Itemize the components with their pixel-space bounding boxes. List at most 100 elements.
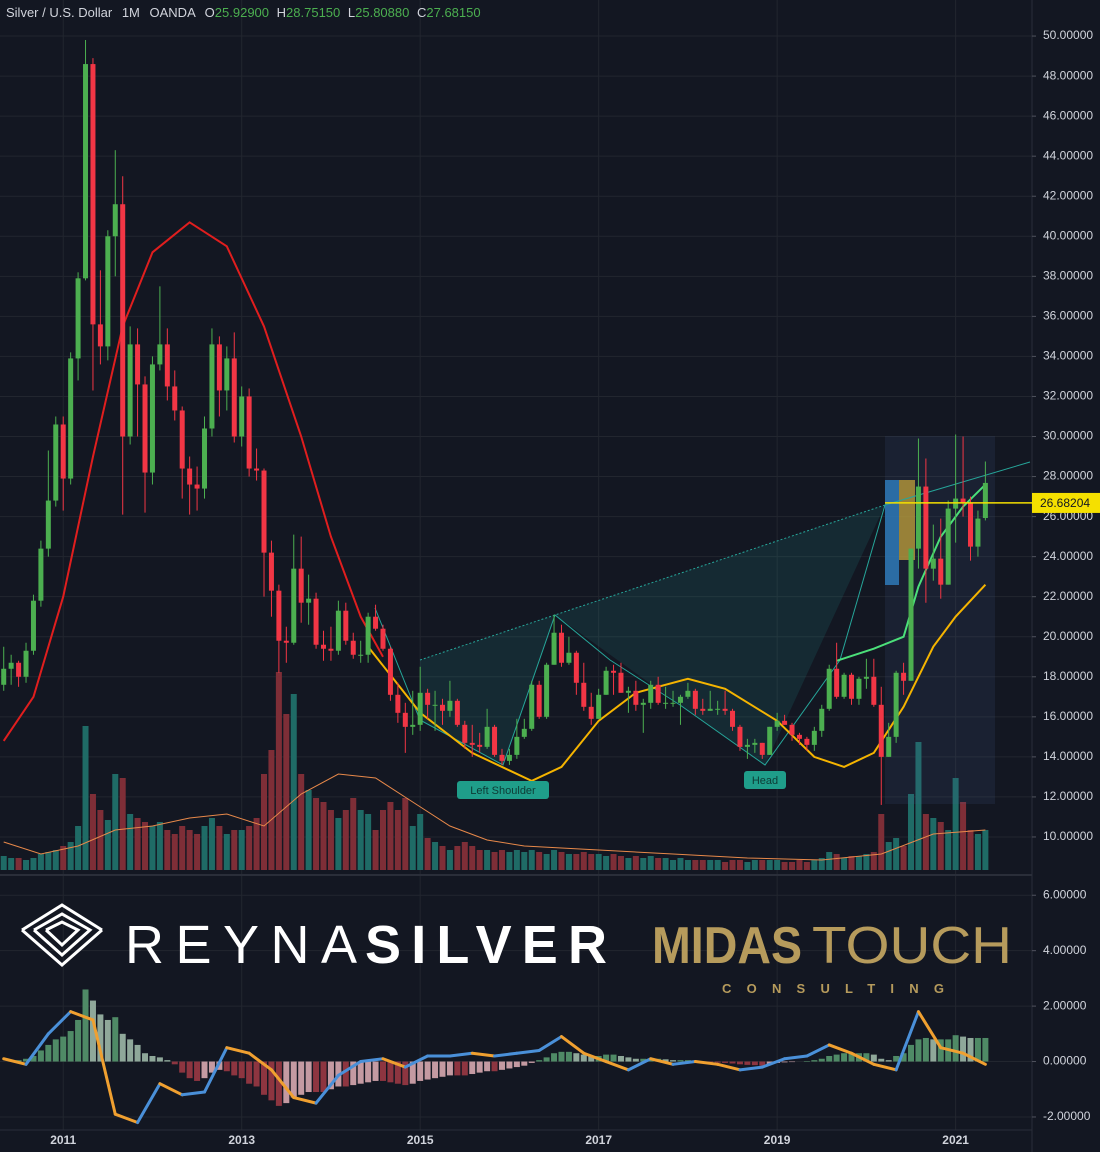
indicator-lines: [2, 221, 987, 1125]
candle-body: [120, 204, 126, 437]
volume-bar: [231, 830, 238, 870]
oscillator-segment: [582, 1051, 608, 1064]
candles: [1, 40, 988, 805]
y-tick-label: 28.00000: [1043, 469, 1093, 483]
candle-body: [915, 486, 921, 549]
volume-bar: [268, 750, 275, 870]
candle-body: [142, 384, 148, 473]
histogram-bar: [684, 1060, 691, 1062]
histogram-bar: [714, 1061, 721, 1063]
histogram-bar: [908, 1044, 915, 1062]
annotation: Head: [752, 775, 778, 787]
candle-body: [209, 344, 215, 429]
volume-bar: [893, 838, 900, 870]
y-tick-label: 34.00000: [1043, 349, 1093, 363]
candle-body: [90, 64, 96, 325]
histogram-bar: [848, 1053, 855, 1062]
volume-bar: [313, 798, 320, 870]
volume-bar: [67, 842, 74, 870]
volume-bar: [974, 834, 981, 870]
candle-body: [566, 652, 572, 663]
volume-bar: [603, 856, 610, 870]
candle-body: [149, 364, 155, 473]
candle-body: [75, 278, 81, 359]
volume-bar: [960, 802, 967, 870]
histogram-bar: [201, 1061, 208, 1079]
candle-body: [276, 590, 282, 641]
histogram-bar: [37, 1050, 44, 1062]
pattern-area: [555, 505, 885, 765]
histogram-bar: [164, 1060, 171, 1062]
moving-average: [367, 584, 987, 783]
volume-ma: [3, 773, 986, 861]
volume-bar: [432, 842, 439, 870]
annotations: Left Shoulder Head: [457, 771, 786, 799]
x-tick-label: 2017: [585, 1133, 612, 1147]
volume-bar: [580, 852, 587, 870]
candle-body: [45, 500, 51, 549]
histogram-bar: [498, 1061, 505, 1070]
candle-body: [328, 648, 334, 651]
volume-bar: [261, 774, 268, 870]
volume-bar: [156, 822, 163, 870]
candle-body: [938, 558, 944, 585]
candle-body: [38, 548, 44, 601]
candle-body: [930, 558, 936, 569]
y-tick-label: 0.00000: [1043, 1054, 1087, 1068]
volume-bar: [789, 862, 796, 870]
histogram-bar: [952, 1035, 959, 1062]
logo-text: MIDAS: [652, 917, 802, 975]
oscillator-segment: [336, 1060, 363, 1077]
histogram-bar: [893, 1055, 900, 1062]
histogram-bar: [342, 1061, 349, 1087]
volume-bar: [826, 852, 833, 870]
oscillator-segment: [180, 1090, 207, 1097]
volume-bar: [476, 850, 483, 870]
volume-bar: [833, 854, 840, 870]
candle-body: [752, 742, 758, 745]
oscillator-segment: [693, 1060, 720, 1066]
candle-body: [8, 662, 14, 669]
volume-bar: [655, 858, 662, 870]
ohlc-key: L: [348, 5, 355, 20]
histogram-bar: [484, 1061, 491, 1072]
histogram-bar: [551, 1053, 558, 1062]
candle-body: [544, 664, 550, 717]
candle-body: [893, 672, 899, 737]
histogram-bar: [640, 1058, 647, 1062]
volume-bar: [134, 818, 141, 870]
histogram-bar: [127, 1039, 134, 1062]
volume-bar: [536, 852, 543, 870]
candle-body: [432, 704, 438, 706]
candle-body: [603, 670, 609, 695]
candle-body: [283, 640, 289, 643]
oscillator-segment: [225, 1046, 251, 1055]
volume-bar: [848, 856, 855, 870]
icon-stroke: [44, 920, 81, 948]
candle-body: [112, 204, 118, 237]
volume-bar: [632, 856, 639, 870]
oscillator-segment: [894, 1010, 920, 1072]
candle-body: [492, 726, 498, 755]
y-tick-label: 20.00000: [1043, 629, 1093, 643]
logo-text: SILVER: [365, 915, 607, 975]
candle-body: [759, 742, 765, 755]
candle-body: [179, 410, 185, 469]
candle-body: [521, 728, 527, 737]
histogram-bar: [506, 1061, 513, 1069]
histogram-bar: [67, 1031, 74, 1062]
candle-body: [246, 396, 252, 469]
candle-body: [908, 548, 914, 681]
pattern-drawings: [374, 436, 1031, 804]
volume-bar: [394, 810, 401, 870]
histogram-bar: [142, 1053, 149, 1062]
volume-bar: [766, 860, 773, 870]
candle-body: [306, 598, 312, 603]
volume-bar: [112, 774, 119, 870]
volume-bar: [469, 846, 476, 870]
oscillator-segment: [515, 1048, 541, 1055]
candle-body: [655, 684, 661, 703]
volume-bar: [320, 802, 327, 870]
histogram-bar: [97, 1014, 104, 1062]
